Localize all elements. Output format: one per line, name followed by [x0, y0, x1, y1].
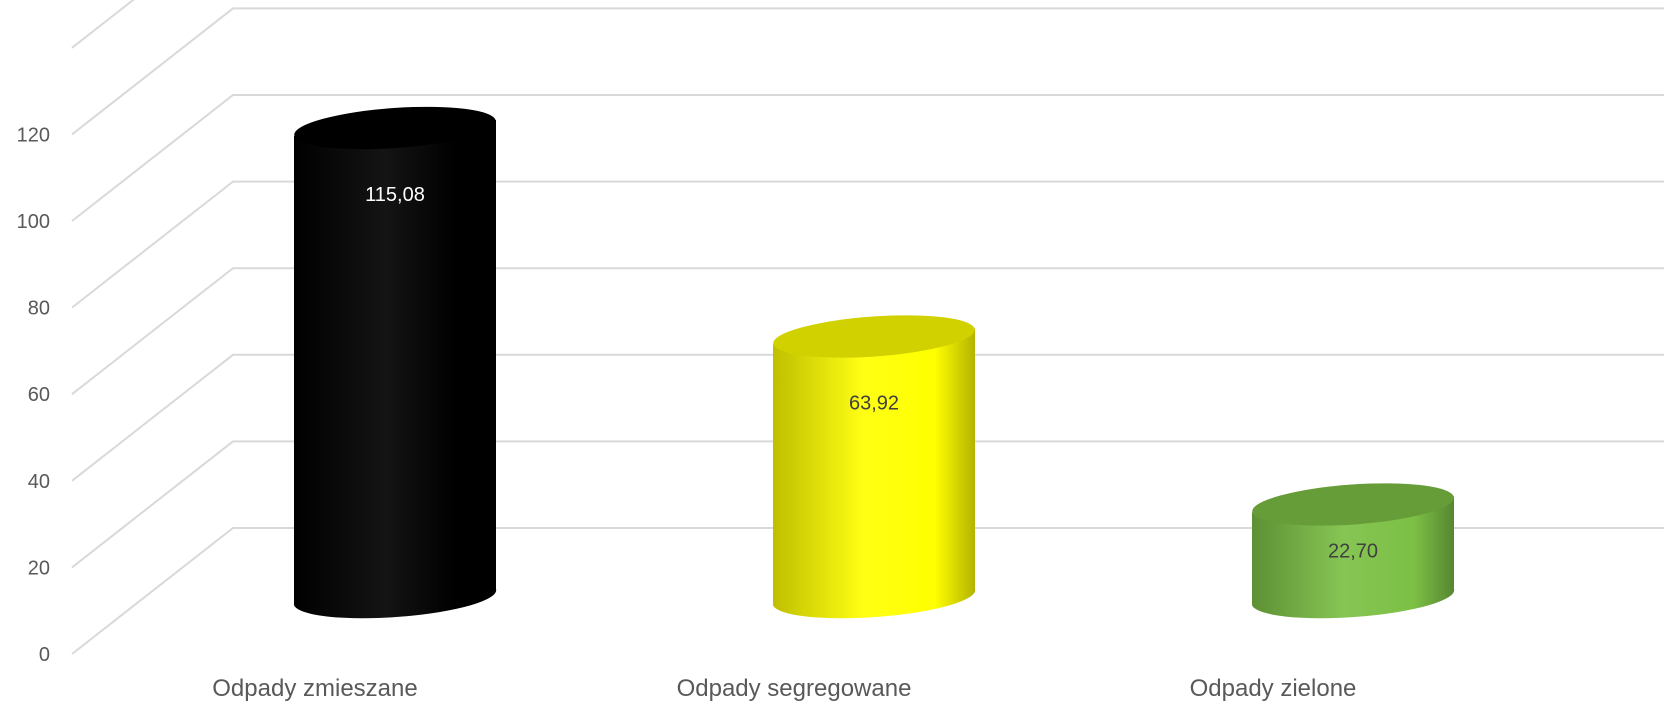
category-label: Odpady zielone	[1190, 675, 1357, 702]
y-tick-label: 80	[28, 298, 50, 320]
gridline	[71, 440, 1664, 569]
x-axis-categories: Odpady zmieszane Odpady segregowane Odpady…	[212, 675, 1356, 702]
gridlines	[71, 0, 1664, 655]
gridline	[71, 94, 1664, 222]
y-tick-label: 40	[28, 471, 50, 493]
category-label: Odpady zmieszane	[212, 675, 417, 702]
y-tick-label: 0	[39, 644, 50, 666]
category-label: Odpady segregowane	[677, 675, 912, 702]
bar-top	[294, 106, 496, 150]
bar-2: 63,92	[773, 315, 976, 619]
y-tick-label: 60	[28, 384, 50, 406]
data-label: 115,08	[365, 184, 425, 206]
gridline	[71, 0, 135, 49]
data-label: 22,70	[1328, 541, 1378, 563]
y-tick-label: 120	[17, 124, 50, 146]
gridline	[71, 527, 1664, 655]
y-tick-label: 100	[17, 211, 50, 233]
bars: 115,08 63,92 22,70	[294, 106, 1455, 619]
gridline	[71, 7, 1664, 136]
bar-top	[1252, 483, 1454, 526]
gridline	[71, 180, 1664, 309]
bar-body	[294, 120, 497, 619]
bar-body	[773, 328, 976, 619]
y-tick-label: 20	[28, 557, 50, 579]
data-label: 63,92	[849, 392, 899, 414]
gridline	[71, 267, 1664, 395]
y-axis-ticks: 0 20 40 60 80 100 120	[17, 124, 50, 666]
bar-body	[1252, 496, 1455, 619]
bar-1: 115,08	[294, 106, 497, 619]
gridline	[71, 353, 1664, 482]
bar-3: 22,70	[1252, 483, 1455, 619]
bar-top	[773, 315, 975, 358]
